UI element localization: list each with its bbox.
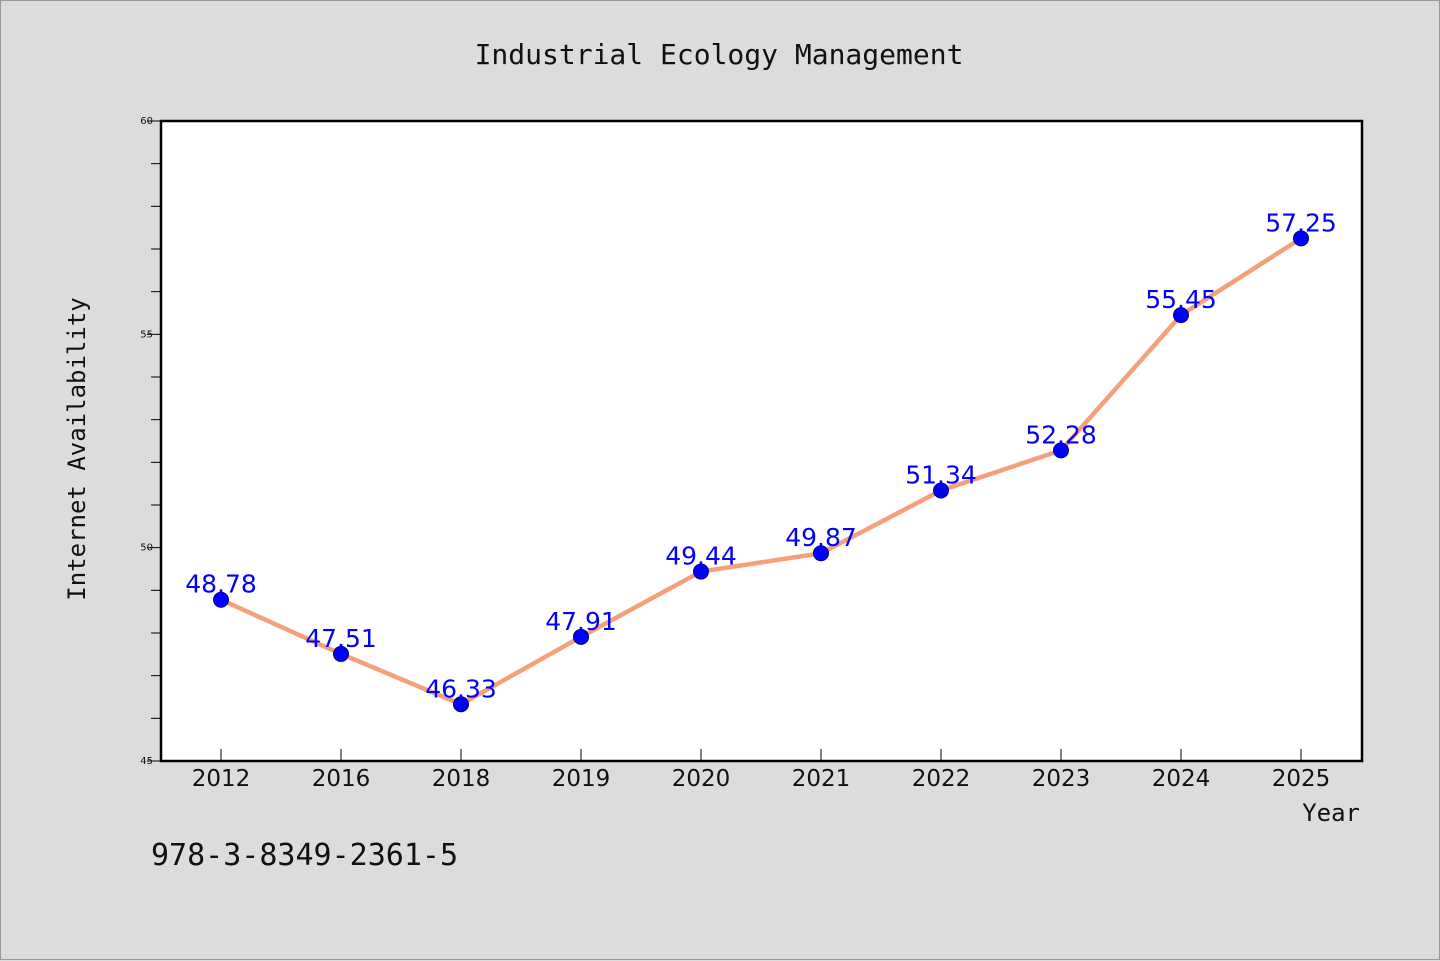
series-line-group <box>218 236 1304 707</box>
plot-border <box>159 119 1364 763</box>
x-tick-label: 2020 <box>672 766 731 792</box>
data-point <box>1293 230 1309 247</box>
x-tick-label: 2023 <box>1032 766 1091 792</box>
data-label: 46.33 <box>425 674 497 703</box>
data-point <box>573 628 589 645</box>
x-axis-label: Year <box>1302 799 1360 827</box>
data-label: 55.45 <box>1145 285 1217 314</box>
y-minor-ticks <box>151 163 161 719</box>
data-point <box>1053 442 1069 459</box>
x-tick-label: 2019 <box>552 766 611 792</box>
x-tick-label: 2024 <box>1152 766 1211 792</box>
data-point <box>693 563 709 580</box>
y-axis-label: Internet Availability <box>63 297 91 600</box>
series-line <box>218 236 1304 707</box>
footer-code: 978-3-8349-2361-5 <box>151 838 458 873</box>
data-points <box>213 230 1309 713</box>
x-tick-label: 2021 <box>792 766 851 792</box>
data-point <box>933 482 949 499</box>
y-tick-label: 55 <box>140 329 153 340</box>
data-labels: 48.78 47.51 46.33 47.91 49.44 49.87 51.34 52.28… <box>185 208 1337 703</box>
data-label: 51.34 <box>905 460 977 489</box>
data-point <box>813 545 829 562</box>
y-axis-ticks: 45 50 55 60 <box>140 116 161 767</box>
data-label: 57.25 <box>1265 208 1337 237</box>
x-tick-label: 2022 <box>912 766 971 792</box>
chart-title: Industrial Ecology Management <box>475 38 964 71</box>
y-tick-label: 60 <box>140 116 153 127</box>
x-tick-label: 2018 <box>432 766 491 792</box>
data-point <box>213 591 229 608</box>
data-point <box>453 696 469 713</box>
data-label: 47.91 <box>545 607 617 636</box>
data-label: 52.28 <box>1025 420 1097 449</box>
plot-area <box>161 121 1362 761</box>
x-tick-label: 2025 <box>1272 766 1331 792</box>
data-point <box>333 645 349 662</box>
x-axis-ticks: 2012 2016 2018 2019 2020 2021 2022 2023 2024 2025 <box>192 749 1331 792</box>
data-label: 49.87 <box>785 523 857 552</box>
y-tick-label: 45 <box>140 756 153 767</box>
data-point <box>1173 307 1189 324</box>
y-tick-label: 50 <box>140 543 153 554</box>
x-tick-label: 2016 <box>312 766 371 792</box>
x-tick-label: 2012 <box>192 766 251 792</box>
data-label: 49.44 <box>665 542 737 571</box>
data-label: 48.78 <box>185 570 257 599</box>
data-label: 47.51 <box>305 624 377 653</box>
